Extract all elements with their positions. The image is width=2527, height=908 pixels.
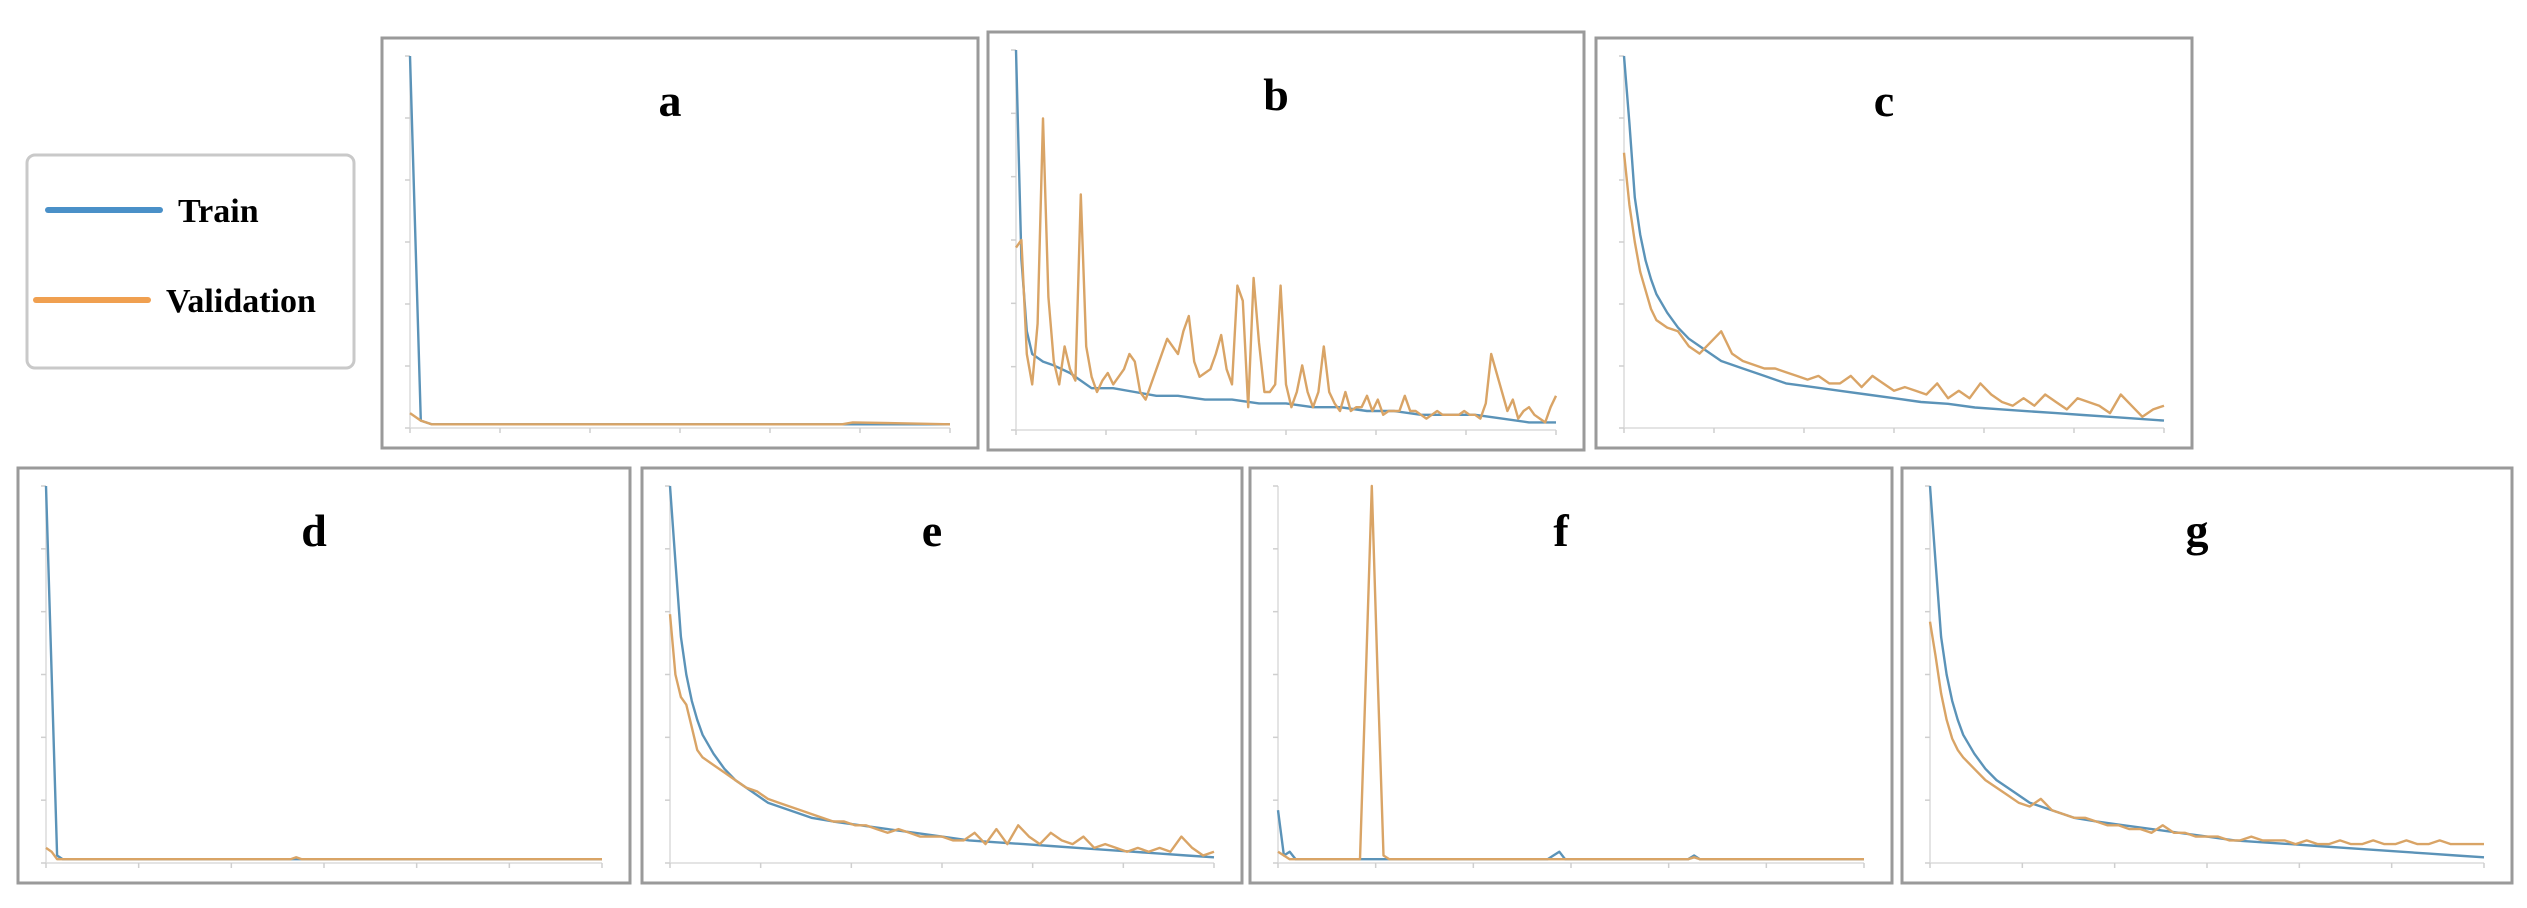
panel-title-c: c	[1874, 75, 1894, 126]
series-validation-g	[1928, 621, 2484, 846]
series-validation-f	[1277, 484, 1864, 861]
panel-d: d	[16, 466, 632, 885]
panel-frame-a	[380, 36, 980, 450]
panel-e: e	[640, 466, 1244, 885]
series-train-c	[1622, 55, 2165, 422]
series-validation-e	[668, 614, 1215, 857]
legend-validation-label: Validation	[166, 283, 316, 320]
legend-box	[25, 153, 356, 370]
panel-title-b: b	[1263, 69, 1289, 120]
legend: Train Validation	[25, 153, 356, 370]
series-validation-c	[1622, 152, 2165, 418]
panel-frame-g	[1900, 466, 2514, 885]
panel-title-e: e	[922, 505, 942, 556]
panel-g: g	[1900, 466, 2514, 885]
panel-c: c	[1594, 36, 2194, 450]
panels: a b c d e f g	[16, 30, 2514, 885]
panel-a: a	[380, 36, 980, 450]
panel-f: f	[1248, 466, 1894, 885]
series-validation-a	[409, 412, 951, 426]
series-validation-b	[1015, 117, 1558, 424]
panel-title-f: f	[1553, 505, 1569, 556]
panel-frame-c	[1594, 36, 2194, 450]
panel-frame-f	[1248, 466, 1894, 885]
panel-title-a: a	[659, 75, 682, 126]
series-validation-d	[45, 846, 602, 861]
panel-title-g: g	[2186, 505, 2209, 556]
panel-frame-d	[16, 466, 632, 885]
panel-frame-e	[640, 466, 1244, 885]
legend-train-label: Train	[178, 193, 259, 230]
panel-b: b	[986, 30, 1586, 452]
panel-title-d: d	[301, 505, 327, 556]
